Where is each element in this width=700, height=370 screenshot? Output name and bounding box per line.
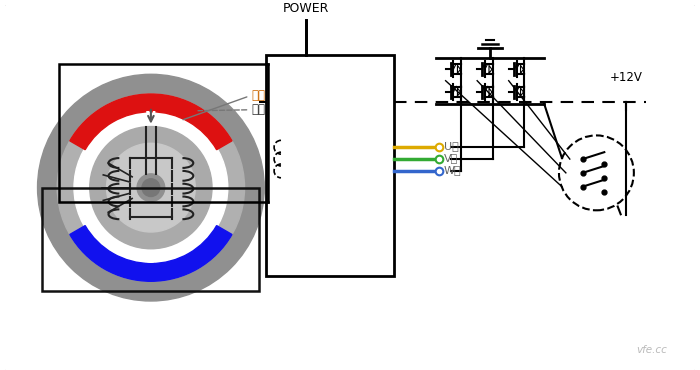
Wedge shape [70, 226, 232, 281]
Circle shape [74, 111, 228, 265]
Bar [43, 188, 259, 291]
Circle shape [106, 143, 195, 232]
Circle shape [142, 179, 160, 196]
Circle shape [57, 94, 244, 281]
Bar [266, 55, 394, 276]
Text: V相: V相 [444, 153, 458, 163]
Text: U相: U相 [444, 141, 458, 151]
FancyBboxPatch shape [3, 3, 697, 370]
Circle shape [38, 74, 264, 301]
Bar [60, 64, 268, 202]
Text: S: S [146, 252, 156, 266]
Wedge shape [70, 94, 232, 150]
Circle shape [137, 174, 164, 201]
Text: W相: W相 [444, 165, 461, 175]
Text: 转子: 转子 [251, 90, 265, 102]
Text: N: N [145, 110, 157, 124]
Text: +12V: +12V [610, 71, 643, 84]
Circle shape [90, 127, 212, 249]
Circle shape [559, 135, 634, 210]
Text: 定子: 定子 [251, 103, 265, 116]
Text: vfe.cc: vfe.cc [636, 345, 667, 355]
Text: POWER: POWER [283, 2, 329, 15]
